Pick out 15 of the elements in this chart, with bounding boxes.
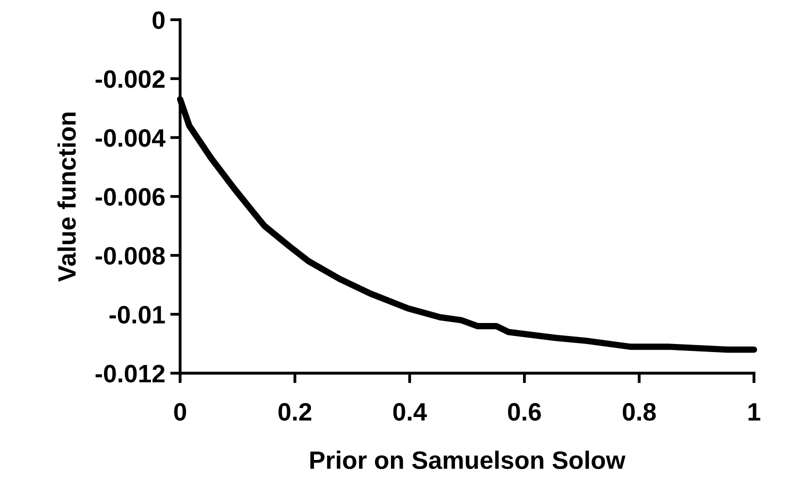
x-axis-title: Prior on Samuelson Solow [310, 450, 626, 470]
y-axis-title: Value function [57, 112, 76, 282]
y-tick-label: -0.012 [96, 364, 165, 383]
x-tick-label: 0.6 [508, 403, 541, 421]
y-tick-label: -0.002 [96, 70, 165, 88]
y-tick-label: -0.01 [110, 306, 165, 324]
x-tick-label: 0 [174, 403, 186, 421]
y-tick-label: -0.006 [96, 188, 165, 206]
y-tick-label: 0 [152, 11, 165, 30]
x-tick-label: 0.2 [278, 403, 312, 421]
x-tick-label: 1 [748, 403, 760, 420]
x-tick-label: 0.4 [393, 403, 427, 421]
y-tick-label: -0.008 [96, 246, 165, 265]
y-tick-label: -0.004 [96, 129, 166, 147]
x-tick-label: 0.8 [622, 403, 656, 421]
